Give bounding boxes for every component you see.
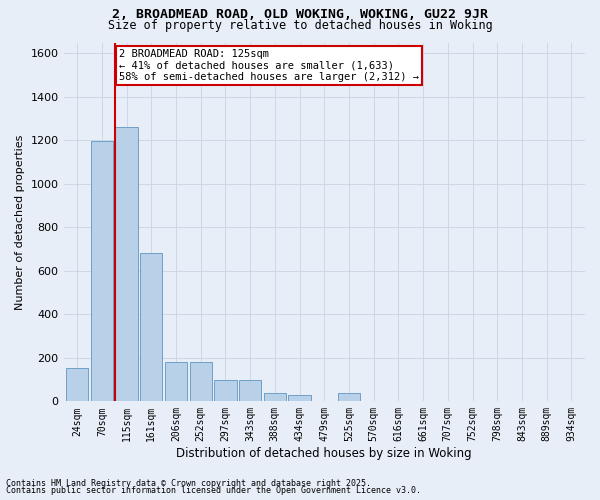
Bar — [264, 392, 286, 402]
Bar — [66, 368, 88, 402]
Bar — [91, 142, 113, 402]
Bar — [289, 395, 311, 402]
Text: Contains HM Land Registry data © Crown copyright and database right 2025.: Contains HM Land Registry data © Crown c… — [6, 478, 371, 488]
Bar — [115, 128, 137, 402]
Text: 2, BROADMEAD ROAD, OLD WOKING, WOKING, GU22 9JR: 2, BROADMEAD ROAD, OLD WOKING, WOKING, G… — [112, 8, 488, 20]
X-axis label: Distribution of detached houses by size in Woking: Distribution of detached houses by size … — [176, 447, 472, 460]
Text: Size of property relative to detached houses in Woking: Size of property relative to detached ho… — [107, 19, 493, 32]
Bar — [165, 362, 187, 402]
Bar — [338, 392, 360, 402]
Bar — [140, 254, 163, 402]
Text: 2 BROADMEAD ROAD: 125sqm
← 41% of detached houses are smaller (1,633)
58% of sem: 2 BROADMEAD ROAD: 125sqm ← 41% of detach… — [119, 49, 419, 82]
Bar — [239, 380, 261, 402]
Bar — [190, 362, 212, 402]
Bar — [214, 380, 236, 402]
Text: Contains public sector information licensed under the Open Government Licence v3: Contains public sector information licen… — [6, 486, 421, 495]
Y-axis label: Number of detached properties: Number of detached properties — [15, 134, 25, 310]
